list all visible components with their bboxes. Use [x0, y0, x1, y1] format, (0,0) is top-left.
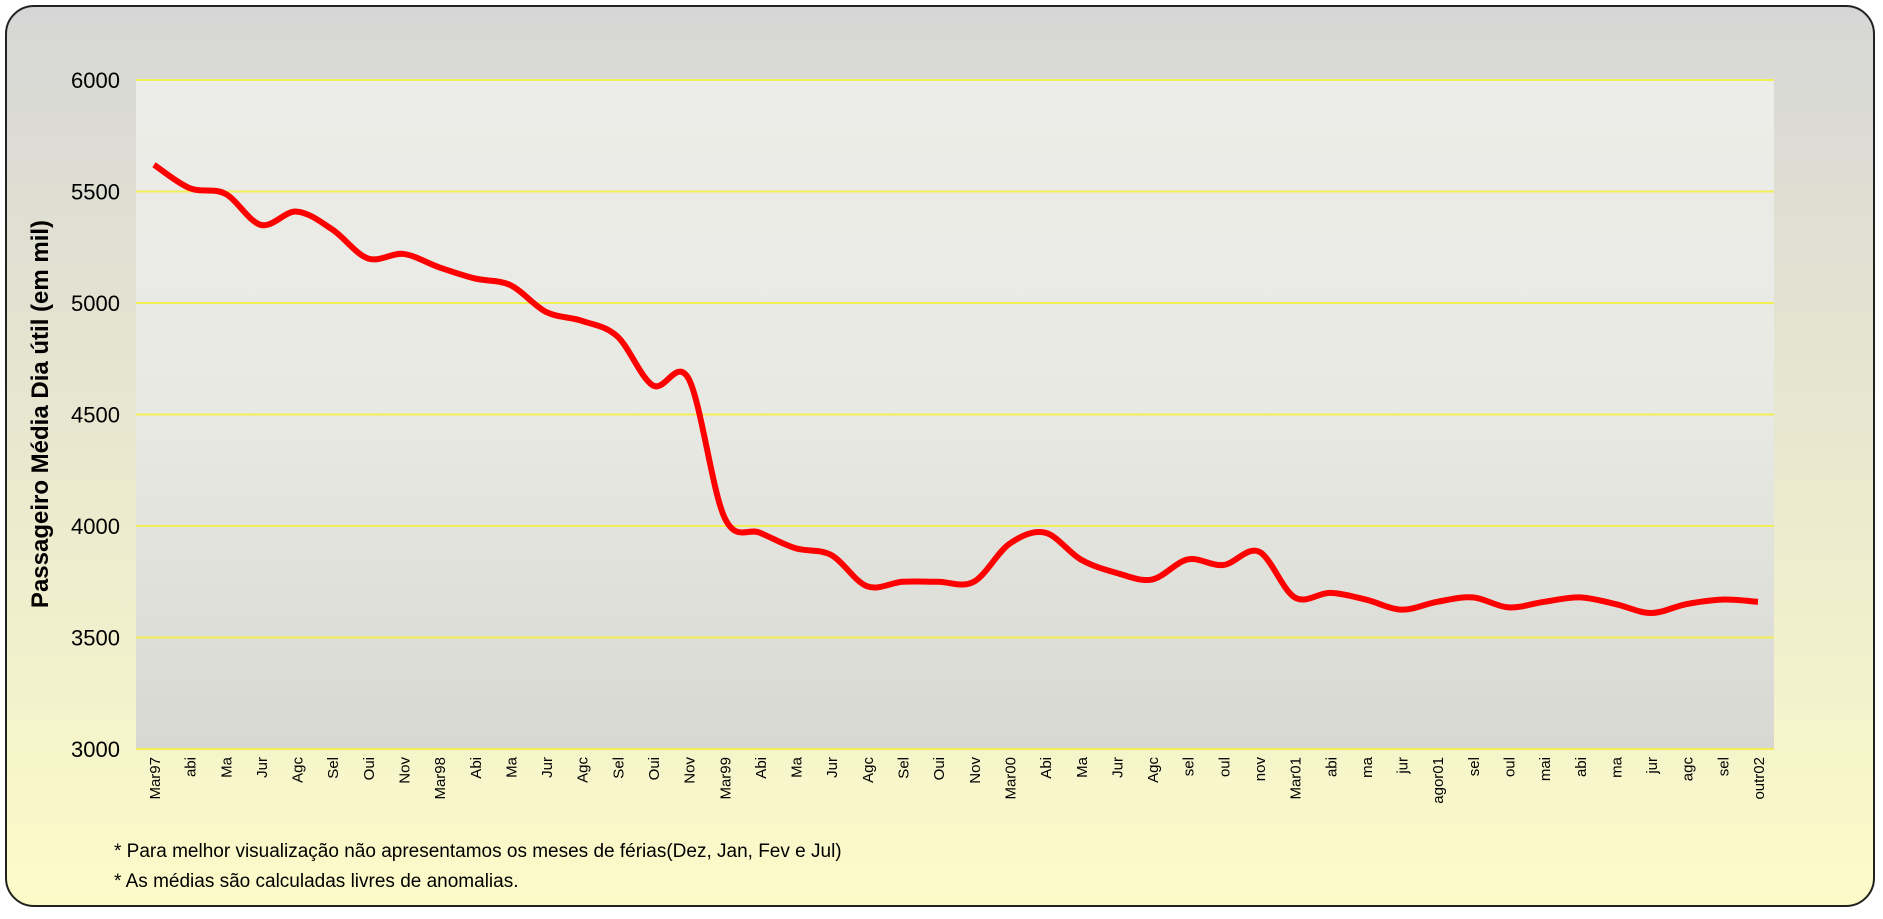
x-tick-label: Sel: [896, 757, 913, 779]
x-tick-label: jur: [1395, 757, 1412, 775]
y-tick-label: 3500: [71, 626, 120, 651]
x-tick-label: agc: [1680, 757, 1697, 782]
x-tick-label: Mar00: [1002, 757, 1019, 800]
x-tick-label: Jur: [254, 757, 271, 778]
x-tick-label: sel: [1466, 757, 1483, 776]
x-tick-label: Agc: [290, 757, 307, 783]
footnote: * Para melhor visualização não apresenta…: [114, 841, 842, 862]
x-tick-label: Mar01: [1288, 757, 1305, 800]
x-tick-label: Nov: [967, 757, 984, 784]
y-axis-label: Passageiro Média Dia útil (em mil): [27, 220, 54, 608]
x-tick-label: sel: [1181, 757, 1198, 776]
x-tick-label: agor01: [1430, 757, 1447, 804]
x-tick-label: jur: [1644, 757, 1661, 775]
x-tick-label: mai: [1537, 757, 1554, 781]
x-tick-label: sel: [1715, 757, 1732, 776]
x-tick-label: outr02: [1751, 757, 1768, 800]
x-tick-label: Sel: [610, 757, 627, 779]
x-tick-label: oul: [1501, 757, 1518, 777]
y-tick-label: 5500: [71, 180, 120, 205]
x-tick-label: ma: [1608, 756, 1625, 777]
x-tick-label: Mar99: [717, 757, 734, 800]
x-tick-label: Jur: [824, 757, 841, 778]
x-tick-label: Agc: [860, 757, 877, 783]
x-tick-label: Agc: [575, 757, 592, 783]
x-tick-label: Nov: [682, 757, 699, 784]
x-tick-label: Ma: [1074, 756, 1091, 777]
y-tick-label: 5000: [71, 291, 120, 316]
x-tick-label: Mar98: [432, 757, 449, 800]
x-tick-label: Jur: [1109, 757, 1126, 778]
chart: Passageiro Média Dia útil (em mil) 3000 3…: [0, 0, 1883, 914]
x-tick-label: abi: [1323, 757, 1340, 777]
y-tick-label: 3000: [71, 737, 120, 762]
x-tick-label: abi: [183, 757, 200, 777]
x-tick-label: abi: [1573, 757, 1590, 777]
x-tick-label: oul: [1216, 757, 1233, 777]
x-tick-label: Ma: [503, 756, 520, 777]
footnote: * As médias são calculadas livres de ano…: [114, 871, 518, 892]
y-tick-label: 4000: [71, 514, 120, 539]
x-tick-label: Mar97: [147, 757, 164, 800]
x-tick-label: Abi: [753, 757, 770, 779]
x-tick-label: nov: [1252, 757, 1269, 782]
y-tick-label: 4500: [71, 403, 120, 428]
x-tick-label: Abi: [468, 757, 485, 779]
x-tick-label: Sel: [325, 757, 342, 779]
x-tick-label: Oui: [931, 757, 948, 780]
x-tick-label: Ma: [218, 756, 235, 777]
x-tick-label: Abi: [1038, 757, 1055, 779]
x-tick-label: ma: [1359, 756, 1376, 777]
x-tick-label: Agc: [1145, 757, 1162, 783]
x-tick-label: Oui: [361, 757, 378, 780]
page: Passageiro Média Dia útil (em mil) 3000 3…: [0, 0, 1883, 919]
x-tick-label: Oui: [646, 757, 663, 780]
x-tick-label: Nov: [397, 757, 414, 784]
x-tick-label: Jur: [539, 757, 556, 778]
y-tick-label: 6000: [71, 68, 120, 93]
x-tick-label: Ma: [789, 756, 806, 777]
